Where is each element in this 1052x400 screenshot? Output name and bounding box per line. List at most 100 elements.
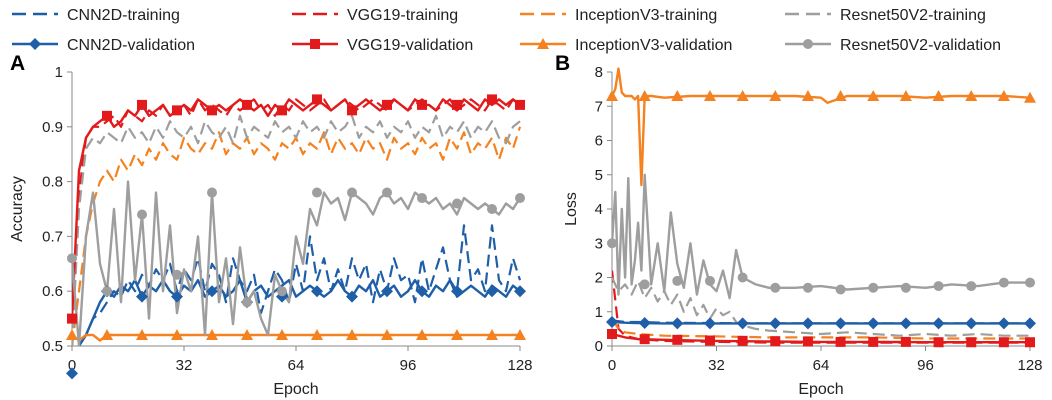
data-point-vgg_v bbox=[417, 99, 427, 110]
data-point-res_v bbox=[67, 253, 77, 264]
data-point-res_v bbox=[487, 204, 497, 214]
x-tick-label: 0 bbox=[68, 357, 76, 374]
data-point-res_v bbox=[802, 282, 813, 293]
data-point-vgg_v bbox=[515, 99, 525, 110]
data-point-cnn_v bbox=[671, 317, 684, 330]
x-tick-label: 0 bbox=[608, 357, 616, 374]
x-tick-label: 96 bbox=[917, 357, 934, 374]
legend-label-res_v: Resnet50V2-validation bbox=[840, 37, 1001, 54]
data-point-res_v bbox=[672, 275, 683, 286]
series-layer bbox=[612, 67, 1031, 344]
data-point-res_v bbox=[347, 187, 357, 198]
series-line-vgg_t bbox=[72, 98, 521, 346]
data-point-vgg_v bbox=[1025, 337, 1035, 348]
data-point-vgg_v bbox=[67, 313, 77, 324]
y-tick-label: 3 bbox=[595, 235, 603, 252]
data-point-cnn_v bbox=[66, 367, 78, 380]
data-point-cnn_v bbox=[867, 317, 880, 330]
data-point-vgg_v bbox=[137, 99, 147, 110]
data-point-cnn_v bbox=[311, 285, 323, 298]
data-point-cnn_v bbox=[638, 317, 651, 330]
data-point-cnn_v bbox=[997, 317, 1010, 330]
x-tick-label: 64 bbox=[813, 357, 830, 374]
legend-marker-vgg_v bbox=[310, 39, 320, 49]
data-point-res_v bbox=[835, 284, 846, 295]
data-point-vgg_v bbox=[452, 99, 462, 110]
data-point-vgg_v bbox=[207, 105, 217, 116]
series-line-res_t bbox=[612, 277, 1030, 337]
series-line-res_t bbox=[72, 114, 521, 346]
x-tick-label: 64 bbox=[288, 357, 305, 374]
data-point-vgg_v bbox=[966, 337, 977, 348]
data-point-cnn_v bbox=[206, 285, 218, 298]
panel-b-loss-chart: B 0 1 2 3 4 5 6 7 8 0 32 64 96 128 Epoch Loss bbox=[555, 52, 1043, 398]
data-point-res_v bbox=[868, 282, 879, 293]
legend-entry-cnn_t: CNN2D-training bbox=[12, 7, 180, 24]
data-point-inc_v bbox=[671, 89, 684, 101]
data-point-cnn_v bbox=[346, 290, 358, 303]
data-point-inc_v bbox=[606, 89, 618, 101]
data-point-res_v bbox=[312, 187, 322, 198]
y-tick-label: 0.8 bbox=[42, 174, 63, 191]
data-point-res_v bbox=[998, 277, 1009, 288]
series-line-inc_v bbox=[72, 333, 520, 342]
data-point-cnn_v bbox=[451, 285, 463, 298]
data-point-inc_v bbox=[311, 329, 323, 341]
data-point-vgg_v bbox=[382, 99, 392, 110]
data-point-res_v bbox=[452, 198, 462, 209]
data-point-inc_v bbox=[346, 329, 358, 341]
panel-label: B bbox=[555, 52, 570, 75]
legend-entry-inc_v: InceptionV3-validation bbox=[520, 37, 732, 54]
data-point-res_v bbox=[966, 281, 977, 292]
data-point-inc_v bbox=[834, 89, 847, 101]
data-point-inc_v bbox=[276, 329, 288, 341]
data-point-inc_v bbox=[381, 329, 393, 341]
data-point-cnn_v bbox=[606, 316, 618, 329]
data-point-vgg_v bbox=[172, 105, 182, 116]
y-tick-label: 0 bbox=[595, 338, 603, 355]
data-point-inc_v bbox=[965, 89, 978, 101]
data-point-res_v bbox=[382, 187, 392, 198]
data-point-vgg_v bbox=[277, 105, 287, 116]
legend-label-cnn_t: CNN2D-training bbox=[67, 7, 180, 24]
data-point-vgg_v bbox=[737, 335, 748, 346]
y-tick-label: 0.9 bbox=[42, 119, 63, 136]
data-point-cnn_v bbox=[171, 290, 183, 303]
data-point-res_v bbox=[933, 281, 944, 292]
data-point-cnn_v bbox=[514, 285, 526, 298]
y-tick-label: 1 bbox=[55, 64, 63, 81]
data-point-inc_v bbox=[136, 329, 148, 341]
legend-label-inc_t: InceptionV3-training bbox=[575, 7, 717, 24]
data-point-res_v bbox=[770, 282, 781, 293]
data-point-cnn_v bbox=[834, 317, 847, 330]
data-point-inc_v bbox=[867, 89, 880, 101]
data-point-inc_v bbox=[638, 89, 651, 101]
data-point-res_v bbox=[137, 209, 147, 220]
data-point-vgg_v bbox=[802, 336, 813, 347]
data-point-vgg_v bbox=[347, 105, 357, 116]
y-tick-label: 6 bbox=[595, 133, 603, 150]
data-point-cnn_v bbox=[736, 317, 749, 330]
series-line-inc_v bbox=[612, 67, 1031, 187]
data-point-inc_v bbox=[66, 329, 78, 341]
y-tick-label: 5 bbox=[595, 167, 603, 184]
data-point-cnn_v bbox=[965, 317, 978, 330]
data-point-inc_v bbox=[736, 89, 749, 101]
data-point-res_v bbox=[1025, 277, 1035, 288]
y-tick-label: 1 bbox=[595, 304, 603, 321]
data-point-res_v bbox=[900, 282, 911, 293]
legend-entry-cnn_v: CNN2D-validation bbox=[12, 37, 195, 54]
x-axis-label: Epoch bbox=[273, 381, 318, 398]
data-point-res_v bbox=[639, 279, 650, 290]
x-tick-label: 128 bbox=[507, 357, 532, 374]
data-point-inc_v bbox=[416, 329, 428, 341]
legend-entry-vgg_v: VGG19-validation bbox=[292, 37, 473, 54]
data-point-res_v bbox=[102, 286, 112, 297]
data-point-vgg_v bbox=[900, 336, 911, 347]
y-tick-label: 0.7 bbox=[42, 228, 63, 245]
data-point-inc_v bbox=[101, 329, 113, 341]
data-point-vgg_v bbox=[639, 334, 650, 345]
data-point-inc_v bbox=[241, 329, 253, 341]
series-layer bbox=[72, 98, 522, 346]
